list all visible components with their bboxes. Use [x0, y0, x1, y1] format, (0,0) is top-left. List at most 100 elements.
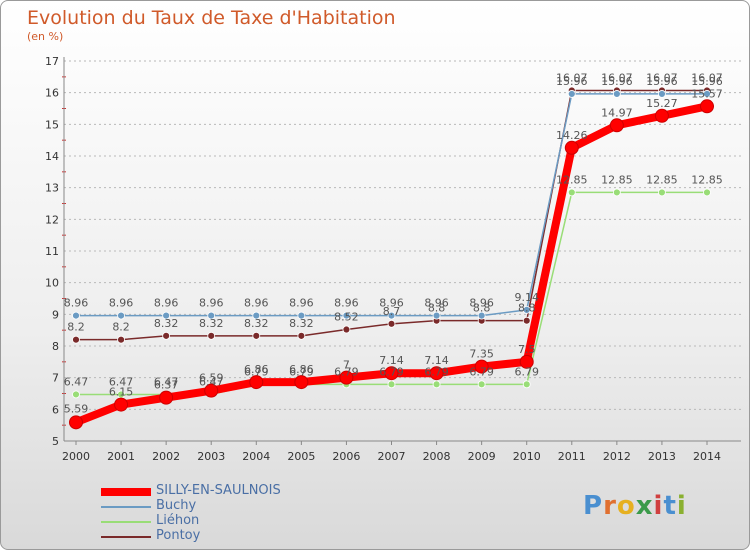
y-tick-label-8: 8 — [52, 340, 59, 353]
point-buchy-2011 — [567, 90, 576, 98]
x-tick-label-2013: 2013 — [648, 450, 676, 463]
data-label-silly-2014: 15.57 — [691, 87, 723, 100]
y-tick-label-14: 14 — [45, 150, 59, 163]
data-label-buchy-2008: 8.96 — [424, 297, 449, 310]
legend-label-buchy: Buchy — [156, 498, 197, 513]
point-pontoy-2010 — [522, 316, 531, 325]
y-tick-label-16: 16 — [45, 87, 59, 100]
data-label-buchy-2011: 15.96 — [556, 75, 588, 88]
data-label-silly-2010: 7.5 — [518, 343, 536, 356]
legend-swatch-liehon — [101, 521, 151, 523]
data-label-liehon-2006: 6.79 — [334, 365, 359, 378]
data-label-pontoy-2012: 16.07 — [601, 71, 633, 84]
y-tick-label-13: 13 — [45, 182, 59, 195]
data-label-liehon-2007: 6.79 — [379, 365, 404, 378]
x-tick-label-2005: 2005 — [287, 450, 315, 463]
data-label-pontoy-2006: 8.52 — [334, 311, 359, 324]
data-label-pontoy-2010: 8.8 — [518, 302, 536, 315]
data-label-buchy-2007: 8.96 — [379, 297, 404, 310]
x-tick-label-2001: 2001 — [107, 450, 135, 463]
data-label-silly-2013: 15.27 — [646, 97, 678, 110]
point-silly-2014 — [700, 99, 714, 114]
data-label-buchy-2004: 8.96 — [244, 297, 269, 310]
y-tick-label-5: 5 — [52, 435, 59, 448]
point-pontoy-2007 — [387, 319, 396, 328]
x-tick-label-2012: 2012 — [603, 450, 631, 463]
point-liehon-2009 — [477, 380, 486, 389]
point-pontoy-2000 — [72, 335, 80, 344]
data-label-pontoy-2008: 8.8 — [428, 302, 446, 315]
point-buchy-2002 — [162, 311, 171, 320]
legend-swatch-silly — [101, 488, 151, 496]
point-buchy-2014 — [703, 90, 711, 98]
point-pontoy-2004 — [252, 331, 261, 340]
y-tick-label-17: 17 — [45, 55, 59, 68]
point-liehon-2000 — [72, 390, 80, 399]
data-label-liehon-2000: 6.47 — [64, 375, 89, 388]
data-label-pontoy-2001: 8.2 — [112, 321, 130, 334]
data-label-silly-2011: 14.26 — [556, 129, 588, 142]
data-label-liehon-2003: 6.47 — [199, 375, 224, 388]
point-silly-2008 — [429, 366, 444, 381]
data-label-buchy-2014: 15.96 — [691, 75, 723, 88]
y-tick-label-6: 6 — [52, 403, 59, 416]
data-label-silly-2004: 6.86 — [244, 363, 269, 376]
axis-layer: 5 6 7 8 9 10 11 12 13 14 15 16 17 2000 2001 2002 2003 200… — [45, 55, 741, 463]
legend-swatch-buchy — [101, 506, 151, 508]
data-label-buchy-2006: 8.96 — [334, 297, 359, 310]
data-label-silly-2005: 6.86 — [289, 363, 314, 376]
x-tick-label-2004: 2004 — [242, 450, 270, 463]
x-tick-label-2007: 2007 — [378, 450, 406, 463]
point-buchy-2009 — [477, 311, 486, 320]
point-liehon-2013 — [658, 188, 666, 197]
point-silly-2002 — [159, 390, 174, 405]
point-silly-2012 — [609, 118, 624, 133]
y-tick-label-7: 7 — [52, 372, 59, 385]
y-tick-label-11: 11 — [45, 245, 59, 258]
legend-swatch-pontoy — [101, 536, 151, 538]
point-silly-2000 — [69, 415, 83, 430]
y-tick-label-10: 10 — [45, 277, 59, 290]
point-silly-2003 — [204, 383, 219, 398]
data-label-liehon-2012: 12.85 — [601, 173, 633, 186]
data-label-buchy-2000: 8.96 — [64, 297, 89, 310]
point-liehon-2007 — [387, 380, 396, 389]
data-label-liehon-2001: 6.47 — [109, 375, 134, 388]
point-liehon-2012 — [612, 188, 621, 197]
point-pontoy-2003 — [207, 331, 216, 340]
x-tick-label-2014: 2014 — [693, 450, 721, 463]
series-layer — [69, 86, 714, 430]
point-buchy-2012 — [612, 90, 621, 98]
data-label-pontoy-2003: 8.32 — [199, 317, 224, 330]
point-buchy-2006 — [342, 311, 351, 320]
data-label-silly-2009: 7.35 — [469, 348, 494, 361]
point-buchy-2007 — [387, 311, 396, 320]
data-label-liehon-2004: 6.79 — [244, 365, 269, 378]
chart-subtitle: (en %) — [27, 30, 64, 43]
data-label-silly-2007: 7.14 — [379, 354, 404, 367]
legend-label-silly: SILLY-EN-SAULNOIS — [156, 483, 281, 498]
point-buchy-2005 — [297, 311, 306, 320]
x-tick-label-2002: 2002 — [152, 450, 180, 463]
point-silly-2010 — [519, 354, 534, 369]
data-label-silly-2001: 6.15 — [109, 386, 134, 399]
x-tick-label-2008: 2008 — [423, 450, 451, 463]
data-label-pontoy-2002: 8.32 — [154, 317, 179, 330]
data-label-pontoy-2013: 16.07 — [646, 71, 678, 84]
point-silly-2004 — [249, 375, 264, 390]
point-pontoy-2001 — [117, 335, 125, 344]
data-label-buchy-2005: 8.96 — [289, 297, 314, 310]
point-silly-2009 — [474, 359, 489, 374]
point-silly-2011 — [564, 140, 579, 155]
x-tick-label-2011: 2011 — [558, 450, 586, 463]
point-buchy-2004 — [252, 311, 261, 320]
data-label-buchy-2003: 8.96 — [199, 297, 224, 310]
data-label-buchy-2013: 15.96 — [646, 75, 678, 88]
data-label-buchy-2009: 8.96 — [469, 297, 494, 310]
data-label-liehon-2008: 6.79 — [424, 365, 449, 378]
data-label-buchy-2010: 9.14 — [514, 291, 539, 304]
data-label-pontoy-2014: 16.07 — [691, 71, 723, 84]
legend-label-pontoy: Pontoy — [156, 528, 201, 543]
y-tick-label-9: 9 — [52, 308, 59, 321]
